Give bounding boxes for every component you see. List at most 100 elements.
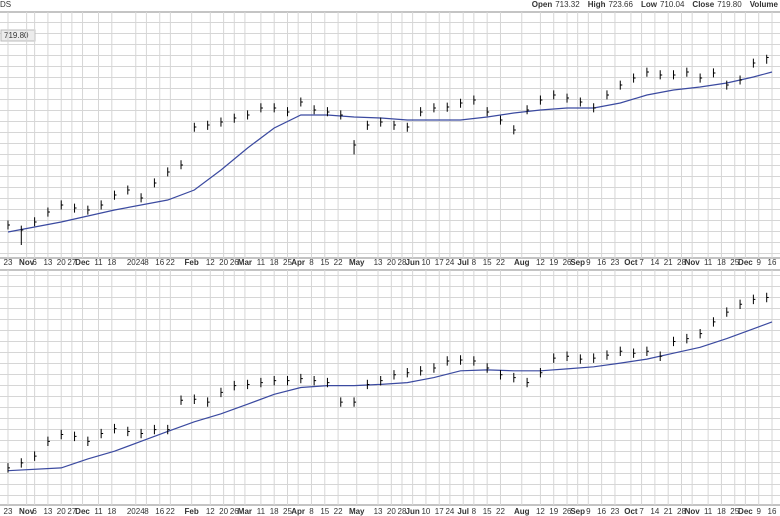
price-bar <box>646 67 649 77</box>
x-tick-label: 12 <box>206 507 215 516</box>
price-bar <box>406 122 410 132</box>
price-bar <box>473 356 476 366</box>
price-bar <box>87 205 90 215</box>
price-bar <box>606 350 609 360</box>
price-bar <box>699 328 703 339</box>
x-tick-label: 14 <box>650 507 659 516</box>
price-bar <box>366 379 370 390</box>
price-bar <box>420 107 423 117</box>
price-bar <box>739 299 743 310</box>
price-bar <box>460 355 463 365</box>
x-tick-label: Nov <box>19 507 35 516</box>
x-tick-label: 2024 <box>127 507 145 516</box>
price-bar <box>446 356 450 366</box>
x-tick-label: 7 <box>639 507 644 516</box>
price-bar <box>766 292 769 303</box>
x-tick-label: 23 <box>610 258 619 267</box>
x-tick-label: 21 <box>664 258 673 267</box>
price-bar <box>673 336 676 347</box>
price-bar <box>593 103 596 113</box>
price-bar <box>233 380 237 391</box>
x-tick-label: Mar <box>238 258 252 267</box>
x-tick-label: 2024 <box>127 258 145 267</box>
x-tick-label: 16 <box>597 507 606 516</box>
price-bar <box>326 107 330 117</box>
x-tick-label: 16 <box>155 507 164 516</box>
price-bar <box>526 105 530 115</box>
x-tick-label: 20 <box>57 258 66 267</box>
x-tick-label: 8 <box>144 507 149 516</box>
x-tick-label: 16 <box>768 258 777 267</box>
x-tick-label: 8 <box>144 258 149 267</box>
price-bar <box>726 307 729 317</box>
x-tick-label: 9 <box>756 258 761 267</box>
x-tick-label: Oct <box>624 258 638 267</box>
price-bar <box>539 95 543 105</box>
x-tick-label: 15 <box>320 258 329 267</box>
x-tick-label: 12 <box>536 258 545 267</box>
price-bar <box>539 367 543 378</box>
price-bar <box>393 120 396 130</box>
price-bar <box>726 80 729 90</box>
x-tick-label: 16 <box>155 258 164 267</box>
price-bar <box>752 58 756 68</box>
price-bar <box>287 375 290 386</box>
price-bar <box>686 333 689 344</box>
price-bar <box>167 167 170 177</box>
x-tick-label: 22 <box>496 258 505 267</box>
x-tick-label: Aug <box>514 507 530 516</box>
price-bar <box>60 429 64 440</box>
x-tick-label: Jun <box>406 507 420 516</box>
price-bar <box>513 372 516 383</box>
header-text: 719.80 <box>717 0 742 9</box>
x-tick-label: 11 <box>704 507 713 516</box>
price-bar <box>526 377 530 388</box>
price-bar <box>220 117 223 127</box>
price-bar <box>340 397 343 407</box>
x-tick-label: 16 <box>768 507 777 516</box>
x-tick-label: 28 <box>677 507 686 516</box>
price-bar <box>420 366 423 376</box>
price-bar <box>739 75 743 85</box>
x-tick-label: 25 <box>730 507 739 516</box>
price-bar <box>113 423 117 434</box>
price-bar <box>247 110 250 120</box>
x-tick-label: 13 <box>374 258 383 267</box>
x-tick-label: 24 <box>445 258 454 267</box>
price-bar <box>7 463 10 473</box>
price-bar <box>766 54 769 64</box>
price-bar <box>486 363 490 373</box>
x-tick-label: 9 <box>756 507 761 516</box>
x-tick-label: Nov <box>685 258 701 267</box>
panel-grid <box>0 12 780 258</box>
x-tick-label: Feb <box>185 507 199 516</box>
price-bar <box>366 120 370 130</box>
x-tick-label: 19 <box>549 258 558 267</box>
price-bar <box>566 93 570 103</box>
x-tick-label: 16 <box>597 258 606 267</box>
x-tick-label: 28 <box>398 507 407 516</box>
x-tick-label: 8 <box>472 258 477 267</box>
price-bar <box>153 178 157 188</box>
price-bar <box>273 103 277 113</box>
x-tick-label: 22 <box>496 507 505 516</box>
x-tick-label: 11 <box>257 258 266 267</box>
x-tick-label: 17 <box>435 507 444 516</box>
x-tick-label: 18 <box>717 507 726 516</box>
header-text: Volume <box>750 0 779 9</box>
x-tick-label: Dec <box>75 507 90 516</box>
price-bar <box>619 346 623 357</box>
x-tick-label: Mar <box>238 507 252 516</box>
x-tick-label: 20 <box>57 507 66 516</box>
x-tick-label: Apr <box>291 507 305 516</box>
price-bar <box>140 428 144 439</box>
x-tick-label: Dec <box>738 258 753 267</box>
price-bar <box>659 70 663 80</box>
price-bar <box>207 120 210 130</box>
price-bar <box>566 351 570 361</box>
x-tick-label: 18 <box>107 507 116 516</box>
x-tick-label: Jul <box>457 507 469 516</box>
price-bar <box>712 68 716 78</box>
price-bar <box>646 346 649 357</box>
